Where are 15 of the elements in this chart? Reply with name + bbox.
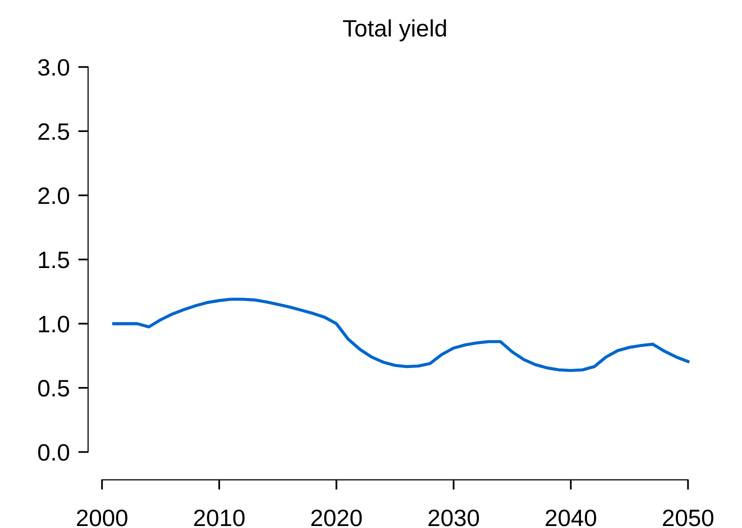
chart-title: Total yield	[343, 19, 446, 42]
line-series	[112, 298, 690, 372]
y-tick-label: 2.0	[38, 187, 70, 204]
y-tick-label: 0.5	[38, 380, 70, 397]
x-tick-label: 2050	[662, 510, 714, 526]
y-tick-label: 1.5	[39, 252, 70, 268]
x-tick-label: 2000	[76, 510, 128, 526]
x-tick-label: 2030	[428, 510, 479, 526]
x-tick-label: 2020	[311, 510, 362, 526]
y-tick-label: 2.5	[38, 123, 70, 140]
x-tick-label: 2010	[194, 510, 245, 526]
y-tick-label: 3.0	[38, 59, 70, 76]
y-tick-label: 1.0	[39, 316, 70, 332]
y-tick-label: 0.0	[38, 444, 70, 461]
x-tick-label: 2040	[546, 510, 596, 526]
